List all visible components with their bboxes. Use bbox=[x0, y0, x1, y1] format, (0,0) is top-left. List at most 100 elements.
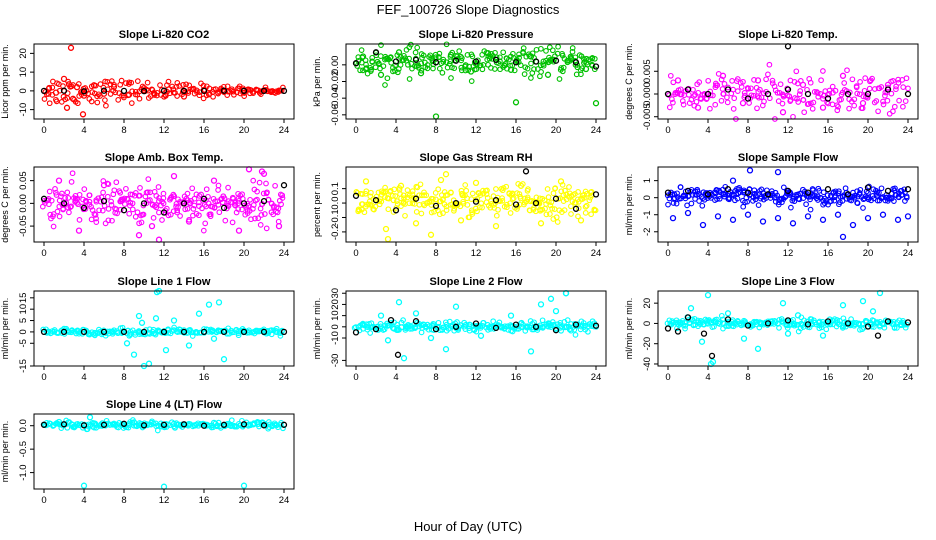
data-point bbox=[74, 100, 81, 107]
data-point bbox=[458, 64, 465, 71]
x-tick-label: 0 bbox=[665, 125, 670, 136]
data-point bbox=[796, 91, 803, 98]
hourly-point bbox=[100, 328, 108, 336]
hourly-point bbox=[784, 187, 792, 195]
data-point bbox=[779, 199, 785, 206]
hourly-point bbox=[200, 422, 208, 429]
hourly-point bbox=[260, 422, 268, 429]
data-point bbox=[136, 192, 143, 199]
data-point bbox=[140, 84, 148, 92]
panel-1: Slope Li-820 CO2 Licor ppm per min. 0 4 8 12 1… bbox=[0, 29, 295, 136]
data-point bbox=[905, 85, 911, 92]
data-point bbox=[849, 76, 856, 83]
data-point bbox=[45, 85, 53, 92]
data-point bbox=[719, 86, 726, 92]
x-tick-label: 16 bbox=[511, 372, 522, 383]
data-point bbox=[516, 54, 522, 61]
data-point bbox=[891, 198, 897, 204]
data-point bbox=[726, 196, 732, 203]
hourly-point bbox=[180, 200, 188, 207]
data-point bbox=[751, 187, 758, 194]
data-point bbox=[65, 195, 72, 201]
hourly-point bbox=[472, 198, 480, 205]
data-point bbox=[145, 360, 153, 367]
data-point bbox=[859, 297, 867, 305]
data-point bbox=[582, 210, 589, 216]
hourly-point bbox=[844, 90, 852, 98]
data-point bbox=[171, 324, 177, 331]
data-point bbox=[394, 69, 401, 76]
data-point bbox=[851, 102, 858, 109]
x-tick-label: 24 bbox=[279, 125, 290, 136]
data-point bbox=[202, 220, 209, 227]
data-point bbox=[174, 207, 181, 214]
data-point bbox=[540, 62, 547, 69]
hourly-point bbox=[120, 420, 128, 427]
data-point bbox=[53, 189, 59, 196]
data-point bbox=[468, 78, 475, 84]
x-tick-label: 0 bbox=[41, 248, 46, 259]
data-point bbox=[820, 68, 826, 74]
data-point bbox=[744, 211, 752, 218]
outlier-point bbox=[260, 170, 268, 177]
data-point bbox=[549, 205, 555, 212]
data-point bbox=[60, 206, 66, 213]
data-point bbox=[517, 182, 525, 189]
data-point bbox=[687, 305, 695, 312]
data-point bbox=[48, 197, 55, 204]
data-point bbox=[542, 205, 548, 212]
x-tick-label: 12 bbox=[471, 372, 482, 383]
data-point bbox=[568, 211, 574, 217]
data-point bbox=[90, 82, 98, 89]
hourly-point bbox=[432, 59, 440, 66]
hourly-point bbox=[260, 328, 268, 336]
data-point bbox=[893, 86, 899, 93]
data-point bbox=[669, 214, 677, 222]
hourly-point bbox=[180, 328, 188, 336]
data-point bbox=[435, 319, 442, 326]
hourly-point bbox=[260, 197, 268, 205]
data-point bbox=[275, 222, 283, 230]
data-point bbox=[418, 67, 425, 74]
hourly-point bbox=[674, 328, 682, 335]
data-point bbox=[859, 99, 867, 107]
hourly-point bbox=[352, 192, 360, 199]
data-point bbox=[256, 179, 263, 186]
data-point bbox=[75, 201, 81, 208]
data-point bbox=[417, 181, 424, 188]
data-point bbox=[409, 188, 416, 194]
data-point bbox=[392, 193, 399, 199]
data-point bbox=[56, 213, 63, 220]
hourly-point bbox=[452, 57, 460, 64]
data-point bbox=[184, 190, 191, 197]
data-point bbox=[406, 55, 412, 62]
data-point bbox=[900, 84, 907, 90]
hourly-point bbox=[60, 200, 68, 207]
data-point bbox=[853, 83, 860, 89]
data-point bbox=[484, 50, 492, 57]
data-point bbox=[125, 91, 133, 98]
data-point bbox=[854, 90, 861, 97]
data-point bbox=[724, 310, 732, 317]
data-point bbox=[216, 209, 223, 216]
data-point bbox=[507, 200, 513, 207]
data-point bbox=[559, 68, 566, 75]
data-point bbox=[864, 94, 871, 101]
data-point bbox=[484, 195, 491, 201]
data-point bbox=[527, 207, 533, 214]
data-point bbox=[685, 91, 692, 98]
data-point bbox=[841, 80, 848, 86]
data-point bbox=[210, 335, 218, 342]
hourly-point bbox=[552, 57, 560, 64]
data-point bbox=[361, 209, 368, 216]
y-tick-label: 0.00 bbox=[18, 194, 29, 213]
data-point bbox=[812, 192, 818, 199]
x-tick-label: 4 bbox=[81, 372, 86, 383]
hourly-point bbox=[664, 325, 672, 332]
data-point bbox=[485, 61, 491, 68]
data-point bbox=[378, 42, 384, 48]
data-point bbox=[406, 192, 413, 199]
data-point bbox=[857, 79, 863, 85]
panel-title: Slope Amb. Box Temp. bbox=[105, 152, 224, 164]
data-point bbox=[836, 201, 842, 208]
